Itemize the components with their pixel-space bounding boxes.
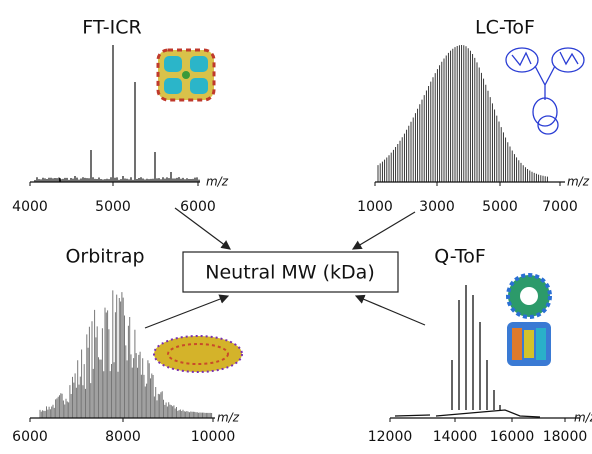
spectrum-panel: LC-ToF 1000 3000 5000 7000 m/z bbox=[357, 17, 590, 216]
tick-label: 18000 bbox=[543, 429, 588, 445]
spectrum-panel: Q-ToF 12000 14000 16000 18000 m/z bbox=[368, 246, 592, 446]
axis-label: m/z bbox=[567, 175, 590, 189]
protein-antibody bbox=[505, 47, 585, 135]
axis-label: m/z bbox=[206, 175, 229, 189]
axis-label: m/z bbox=[574, 411, 592, 425]
spectrum bbox=[377, 45, 548, 182]
tick-label: 6000 bbox=[180, 199, 216, 215]
tick-label: 8000 bbox=[105, 429, 141, 445]
tick-label: 14000 bbox=[433, 429, 478, 445]
center-label: Neutral MW (kDa) bbox=[205, 262, 375, 284]
tick-label: 5000 bbox=[482, 199, 518, 215]
tick-label: 16000 bbox=[490, 429, 535, 445]
spectrum bbox=[39, 290, 213, 418]
tick-label: 3000 bbox=[419, 199, 455, 215]
spectrum-panel: FT-ICR 4000 5000 6000 m/z bbox=[12, 17, 229, 216]
panel-title: FT-ICR bbox=[82, 17, 141, 39]
protein-ftice bbox=[156, 48, 216, 102]
arrow bbox=[144, 294, 230, 329]
panel-title: Orbitrap bbox=[65, 246, 144, 268]
spectrum bbox=[34, 45, 200, 182]
arrow bbox=[351, 211, 416, 250]
protein-orbitrap bbox=[153, 335, 243, 373]
panel-title: Q-ToF bbox=[434, 246, 486, 268]
tick-label: 7000 bbox=[542, 199, 578, 215]
tick-label: 5000 bbox=[95, 199, 131, 215]
arrow bbox=[354, 294, 426, 326]
tick-label: 10000 bbox=[191, 429, 236, 445]
tick-label: 1000 bbox=[357, 199, 393, 215]
panel-title: LC-ToF bbox=[475, 17, 535, 39]
tick-label: 6000 bbox=[12, 429, 48, 445]
center-box bbox=[182, 251, 399, 293]
tick-label: 12000 bbox=[368, 429, 413, 445]
arrow bbox=[174, 207, 231, 250]
axis-label: m/z bbox=[217, 411, 240, 425]
protein-qtof bbox=[506, 273, 552, 366]
spectrum-panel: Orbitrap 6000 8000 10000 m/z bbox=[12, 246, 240, 446]
tick-label: 4000 bbox=[12, 199, 48, 215]
arrows bbox=[144, 207, 426, 329]
